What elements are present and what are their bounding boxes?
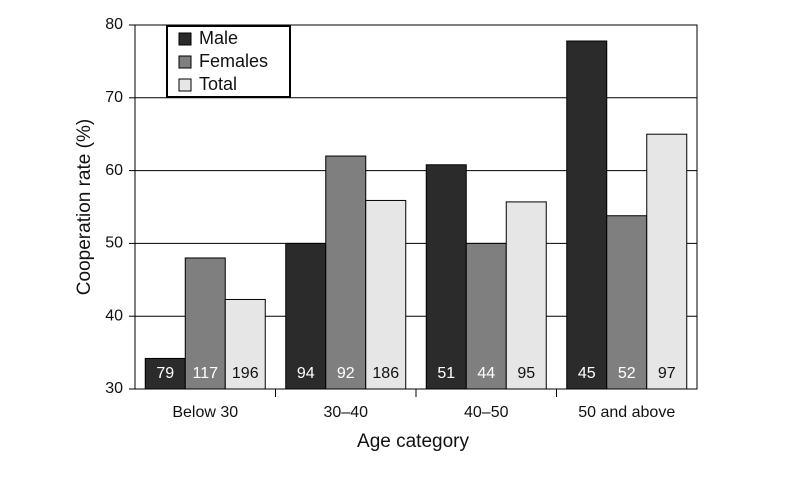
count-label: 51 [437,365,455,382]
y-tick-label: 40 [105,307,123,324]
count-label: 94 [297,365,315,382]
count-label: 79 [156,365,174,382]
count-label: 44 [477,365,495,382]
legend-swatch [178,32,192,46]
x-tick-label: 40–50 [464,404,509,421]
y-tick-label: 70 [105,89,123,106]
bar [224,298,266,390]
count-label: 186 [372,365,399,382]
x-tick-label: 50 and above [578,404,675,421]
bar [365,199,407,390]
count-label: 45 [578,365,596,382]
x-tick-label: Below 30 [172,404,238,421]
count-label: 95 [517,365,535,382]
legend-label: Male [199,28,238,48]
bar [646,133,688,390]
bar [566,40,608,390]
bar [184,257,226,390]
x-axis-label: Age category [357,431,469,452]
bar [325,155,367,390]
y-tick-label: 60 [105,162,123,179]
count-label: 117 [192,365,218,382]
legend-label: Total [199,74,237,94]
y-axis-label: Cooperation rate (%) [74,119,95,295]
bar [606,215,648,390]
y-tick-label: 50 [105,235,123,252]
y-tick-label: 30 [105,380,123,397]
count-label: 92 [337,365,355,382]
plot-frame [134,24,698,390]
legend-swatch [178,55,192,69]
y-tick-label: 80 [105,16,123,33]
count-label: 52 [618,365,636,382]
x-tick-label: 30–40 [324,404,369,421]
count-label: 196 [232,365,259,382]
bar [425,164,467,390]
bar [505,201,547,390]
legend-label: Females [199,51,268,71]
legend-swatch [178,78,192,92]
bar [144,357,186,390]
count-label: 97 [658,365,676,382]
